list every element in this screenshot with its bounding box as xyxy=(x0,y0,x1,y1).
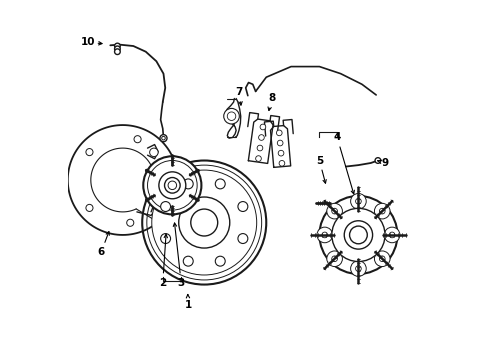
Circle shape xyxy=(115,43,120,49)
Circle shape xyxy=(356,198,361,204)
Circle shape xyxy=(277,140,283,146)
Circle shape xyxy=(260,124,266,130)
Circle shape xyxy=(379,208,385,214)
Circle shape xyxy=(374,251,390,266)
Circle shape xyxy=(115,49,120,54)
Circle shape xyxy=(159,172,186,199)
Circle shape xyxy=(384,227,400,243)
Circle shape xyxy=(257,145,263,151)
Circle shape xyxy=(162,136,165,140)
Circle shape xyxy=(183,256,193,266)
Circle shape xyxy=(115,46,120,52)
Circle shape xyxy=(327,203,343,219)
Circle shape xyxy=(183,179,193,189)
Circle shape xyxy=(332,208,338,214)
Circle shape xyxy=(332,208,385,261)
Text: 8: 8 xyxy=(268,94,275,103)
Circle shape xyxy=(179,197,230,248)
Text: 7: 7 xyxy=(236,87,243,97)
Circle shape xyxy=(165,177,180,193)
Circle shape xyxy=(278,150,284,156)
Circle shape xyxy=(224,108,239,124)
Circle shape xyxy=(349,226,368,244)
Text: 4: 4 xyxy=(334,132,341,143)
Circle shape xyxy=(160,135,167,142)
Circle shape xyxy=(256,156,261,161)
Circle shape xyxy=(161,202,171,211)
Text: 2: 2 xyxy=(159,278,167,288)
Circle shape xyxy=(238,234,248,243)
Circle shape xyxy=(191,209,218,236)
Circle shape xyxy=(215,179,225,189)
Text: 9: 9 xyxy=(381,158,389,168)
Circle shape xyxy=(389,232,395,238)
Circle shape xyxy=(134,136,141,143)
Circle shape xyxy=(143,156,201,215)
Circle shape xyxy=(374,203,390,219)
Circle shape xyxy=(227,112,236,121)
Circle shape xyxy=(319,196,397,274)
Text: 10: 10 xyxy=(81,37,96,48)
Circle shape xyxy=(149,148,158,157)
Circle shape xyxy=(279,161,285,166)
Text: 6: 6 xyxy=(98,247,105,257)
Circle shape xyxy=(356,266,361,271)
Circle shape xyxy=(351,193,366,209)
Circle shape xyxy=(375,158,381,163)
Circle shape xyxy=(147,165,262,280)
Circle shape xyxy=(142,161,266,284)
Circle shape xyxy=(327,251,343,266)
Circle shape xyxy=(259,135,264,140)
Circle shape xyxy=(147,161,197,210)
Circle shape xyxy=(317,227,333,243)
Circle shape xyxy=(379,256,385,262)
Circle shape xyxy=(168,181,176,190)
Circle shape xyxy=(351,261,366,276)
Text: 1: 1 xyxy=(185,300,192,310)
Circle shape xyxy=(332,256,338,262)
Circle shape xyxy=(322,232,328,238)
Circle shape xyxy=(127,219,134,226)
Circle shape xyxy=(215,256,225,266)
Circle shape xyxy=(152,170,257,275)
Circle shape xyxy=(86,204,93,211)
Text: 3: 3 xyxy=(177,278,185,288)
Circle shape xyxy=(344,221,372,249)
Text: 5: 5 xyxy=(316,156,323,166)
Circle shape xyxy=(238,202,248,211)
Circle shape xyxy=(161,234,171,243)
Circle shape xyxy=(86,149,93,156)
Circle shape xyxy=(276,130,282,136)
